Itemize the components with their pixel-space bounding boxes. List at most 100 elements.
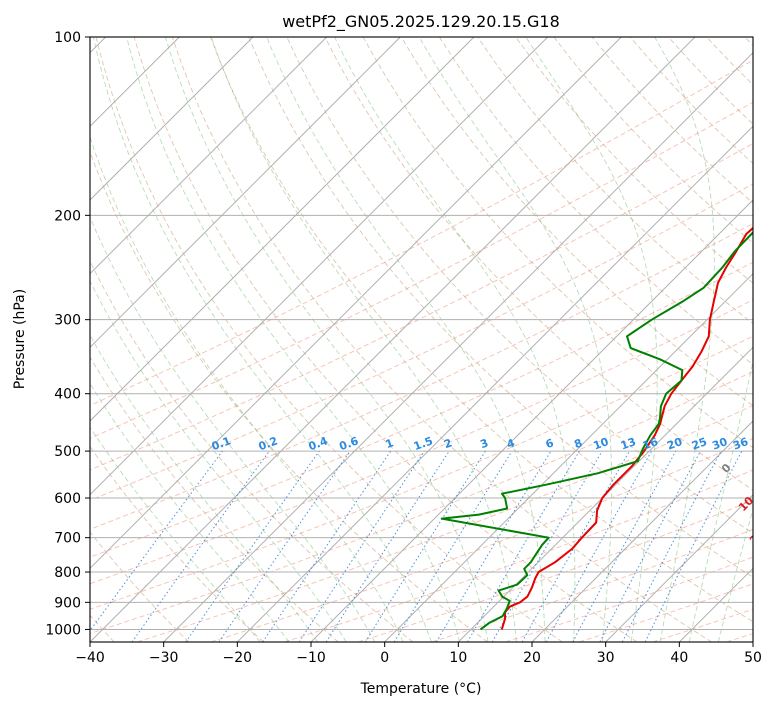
- moist-adiabat-line: [90, 216, 376, 642]
- dry-adiabat-line: [439, 37, 753, 365]
- mixing-ratio-line: [644, 450, 743, 642]
- pink-dashed-line: [90, 261, 753, 558]
- isotherm-line: [531, 420, 753, 642]
- mixing-ratio-label: 1.5: [412, 434, 435, 453]
- x-tick-label: −30: [149, 650, 179, 666]
- mixing-ratio-label: 3: [478, 436, 490, 451]
- mixing-ratio-label: 2: [442, 436, 454, 451]
- y-tick-label: 900: [54, 595, 81, 611]
- x-tick-label: 20: [523, 650, 541, 666]
- pink-dashed-line: [90, 183, 753, 501]
- dry-adiabat-line: [324, 37, 753, 491]
- x-tick-label: −40: [75, 650, 105, 666]
- dry-adiabat-line: [90, 445, 264, 642]
- isotherm-line: [605, 493, 753, 642]
- mixing-ratio-line: [572, 450, 677, 642]
- pink-dashed-line: [90, 142, 753, 471]
- x-tick-label: 0: [380, 650, 389, 666]
- moist-adiabat-line: [90, 334, 319, 642]
- moist-adiabat-line: [90, 382, 290, 642]
- moist-adiabat-line: [126, 37, 461, 642]
- mixing-ratio-label: 0.4: [307, 434, 330, 453]
- moist-adiabat-line: [90, 426, 261, 642]
- x-axis-label: Temperature (°C): [360, 681, 482, 697]
- isotherm-line: [310, 199, 753, 642]
- y-axis-label: Pressure (hPa): [12, 289, 28, 389]
- plot-frame: [89, 36, 754, 643]
- dry-adiabat-line: [515, 37, 753, 284]
- isotherm-line: [384, 272, 753, 642]
- y-tick-label: 700: [54, 531, 81, 547]
- isotherm-line: [90, 37, 401, 349]
- mixing-ratio-label: 10: [592, 435, 611, 453]
- y-tick-label: 800: [54, 565, 81, 581]
- mixing-ratio-label: 30: [710, 435, 729, 453]
- dry-adiabat-line: [248, 37, 753, 578]
- isotherm-line: [457, 346, 753, 642]
- pink-dashed-line: [90, 223, 753, 530]
- pink-dashed-line: [90, 101, 753, 439]
- y-tick-label: 500: [54, 444, 81, 460]
- mixing-ratio-label: 25: [690, 435, 709, 452]
- x-tick-label: −10: [296, 650, 326, 666]
- moist-adiabat-line: [92, 37, 432, 642]
- moist-adiabat-label: 20: [747, 527, 767, 547]
- isotherm-line: [90, 37, 549, 496]
- mixing-ratio-label: 0.6: [338, 434, 361, 453]
- chart-title: wetPf2_GN05.2025.129.20.15.G18: [282, 12, 560, 32]
- isotherm-line: [90, 37, 475, 422]
- y-tick-label: 200: [54, 208, 81, 224]
- mixing-ratio-label: 0.1: [210, 434, 233, 453]
- dry-adiabat-line: [400, 37, 753, 407]
- moist-adiabat-line: [266, 37, 546, 642]
- x-tick-label: 50: [744, 650, 762, 666]
- isotherm-line: [90, 37, 696, 642]
- mixing-ratio-line: [325, 450, 450, 642]
- isotherm-line: [90, 37, 328, 275]
- mixing-ratio-line: [185, 450, 320, 642]
- moist-adiabat-line: [90, 135, 404, 642]
- moist-adiabat-line: [525, 37, 658, 642]
- isotherm-line: [163, 51, 753, 642]
- mixing-ratio-label: 20: [665, 435, 684, 453]
- mixing-ratio-line: [545, 450, 653, 642]
- dry-adiabat-line: [210, 37, 753, 623]
- mixing-ratio-line: [131, 450, 270, 642]
- y-tick-label: 600: [54, 491, 81, 507]
- dry-adiabat-line: [90, 150, 488, 642]
- x-tick-label: −20: [223, 650, 253, 666]
- mixing-ratio-label: 36: [731, 435, 750, 453]
- pink-dashed-line: [90, 59, 753, 407]
- mixing-ratio-label: 13: [619, 435, 638, 452]
- isotherm-line: [90, 37, 622, 570]
- mixing-ratio-line: [393, 450, 513, 642]
- x-tick-label: 40: [670, 650, 688, 666]
- moist-adiabat-line: [164, 37, 489, 642]
- dry-adiabat-line: [133, 37, 638, 642]
- isotherm-line: [236, 125, 753, 642]
- y-tick-label: 300: [54, 313, 81, 329]
- mixing-ratio-label: 1: [384, 436, 396, 451]
- mixing-ratio-label: 6: [544, 436, 556, 451]
- mixing-ratio-label: 16: [641, 435, 660, 453]
- dry-adiabat-line: [90, 531, 190, 642]
- y-tick-label: 400: [54, 387, 81, 403]
- mixing-ratio-line: [262, 450, 392, 642]
- isotherm-line: [90, 37, 254, 201]
- moist-adiabat-line: [210, 37, 517, 642]
- mixing-ratio-line: [298, 450, 425, 642]
- temperature-line: [500, 226, 753, 630]
- x-tick-label: 10: [449, 650, 467, 666]
- x-tick-label: 30: [597, 650, 615, 666]
- mixing-ratio-label: 0.2: [257, 434, 280, 453]
- dewpoint-line: [440, 230, 753, 631]
- moist-adiabat-line: [334, 37, 576, 642]
- dry-adiabat-line: [171, 37, 712, 642]
- dry-adiabat-line: [95, 37, 563, 642]
- mixing-ratio-line: [90, 450, 223, 632]
- moist-adiabat-line: [717, 506, 753, 642]
- y-tick-label: 100: [54, 30, 81, 46]
- mixing-ratio-line: [218, 450, 351, 642]
- mixing-ratio-label: 4: [505, 436, 517, 451]
